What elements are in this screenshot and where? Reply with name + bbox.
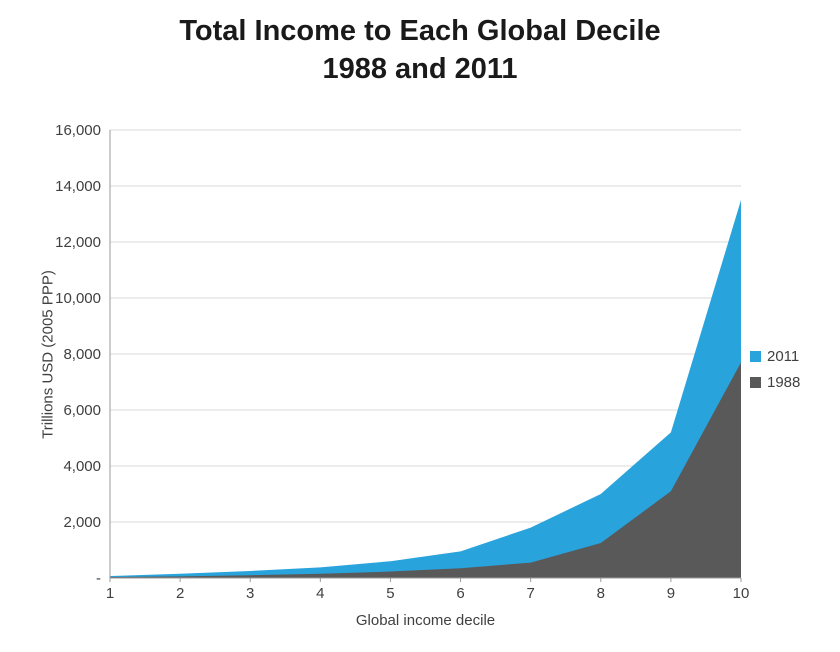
y-tick-label: 6,000 bbox=[63, 402, 101, 419]
y-tick-label: 10,000 bbox=[55, 290, 101, 307]
y-tick-label: 14,000 bbox=[55, 178, 101, 195]
x-tick-label: 5 bbox=[386, 585, 394, 602]
area-series-1988 bbox=[110, 362, 741, 578]
x-tick-label: 8 bbox=[597, 585, 605, 602]
chart-title-line1: Total Income to Each Global Decile bbox=[179, 15, 661, 47]
legend-label-2011: 2011 bbox=[767, 348, 800, 365]
legend-item-2011: 2011 bbox=[750, 348, 800, 365]
y-tick-label: - bbox=[96, 570, 101, 587]
y-tick-label: 16,000 bbox=[55, 122, 101, 139]
x-tick-label: 2 bbox=[176, 585, 184, 602]
x-tick-label: 6 bbox=[456, 585, 464, 602]
chart-title: Total Income to Each Global Decile 1988 … bbox=[0, 12, 840, 88]
x-tick-label: 1 bbox=[106, 585, 114, 602]
x-tick-label: 3 bbox=[246, 585, 254, 602]
legend-swatch-1988 bbox=[750, 377, 761, 388]
x-tick-label: 4 bbox=[316, 585, 324, 602]
legend-swatch-2011 bbox=[750, 351, 761, 362]
y-tick-label: 8,000 bbox=[63, 346, 101, 363]
x-tick-label: 9 bbox=[667, 585, 675, 602]
y-tick-label: 4,000 bbox=[63, 458, 101, 475]
x-tick-label: 7 bbox=[526, 585, 534, 602]
x-tick-label: 10 bbox=[733, 585, 750, 602]
y-tick-label: 2,000 bbox=[63, 514, 101, 531]
x-axis-title: Global income decile bbox=[355, 612, 496, 629]
legend-label-1988: 1988 bbox=[767, 374, 801, 391]
legend-item-1988: 1988 bbox=[750, 374, 800, 391]
chart-title-line2: 1988 and 2011 bbox=[322, 53, 518, 85]
y-tick-label: 12,000 bbox=[55, 234, 101, 251]
legend: 2011 1988 bbox=[750, 348, 800, 400]
